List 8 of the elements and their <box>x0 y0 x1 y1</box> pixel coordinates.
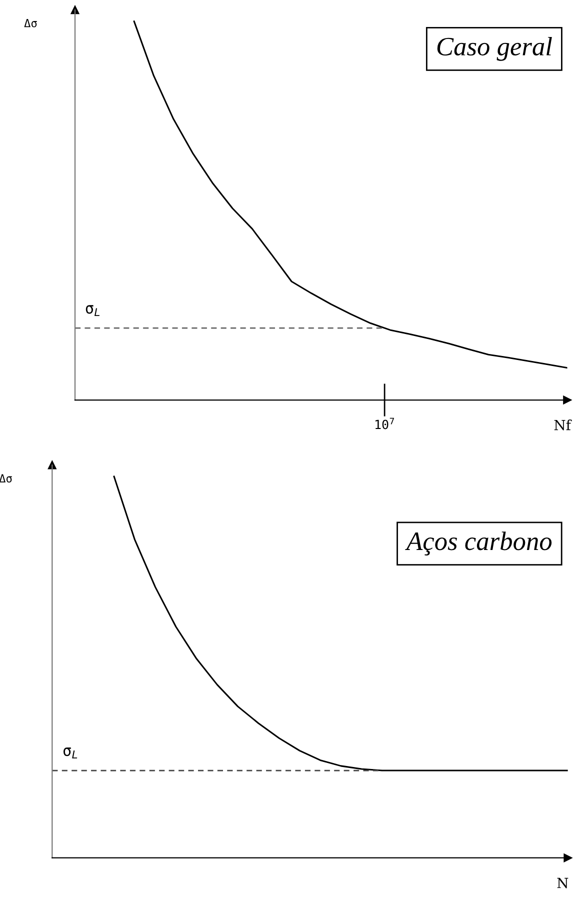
text: Caso geral <box>437 36 552 61</box>
x-axis-title: N <box>557 878 568 888</box>
x-axis-title: Nf <box>554 420 572 430</box>
text: Aços carbono <box>405 532 552 556</box>
text: 10$^{7}$ <box>376 418 394 430</box>
ref-line-label: σ$_{L}$ <box>63 747 78 758</box>
ref-line-label: σ$_{L}$ <box>86 305 100 316</box>
y-axis-title: Δσ <box>24 19 37 28</box>
